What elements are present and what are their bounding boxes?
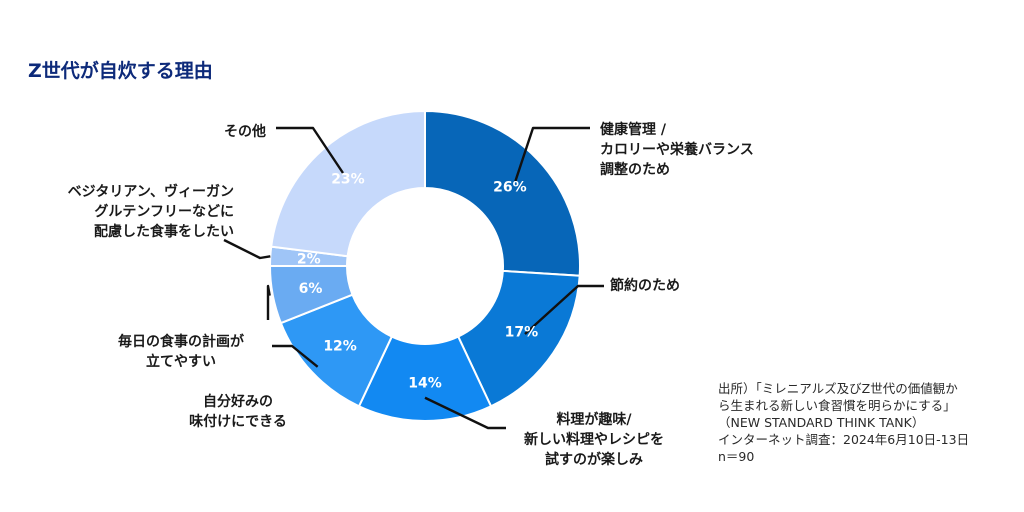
slice-label-line: 節約のため	[610, 278, 680, 294]
slice-label-line: 毎日の食事の計画が	[118, 334, 244, 350]
leader-line	[276, 126, 344, 174]
slice-label-line: 試すのが楽しみ	[545, 452, 643, 468]
slice-label-line: カロリーや栄養バランス	[600, 142, 754, 158]
slice-label-line: 新しい料理やレシピを	[524, 432, 664, 448]
slice-label-line: 味付けにできる	[189, 414, 287, 430]
leader-line	[514, 126, 590, 182]
slice-label-savings: 節約のため	[610, 276, 680, 296]
slice-value-label: 26%	[493, 179, 527, 195]
leader-line	[223, 238, 271, 260]
slice-label-line: 配慮した食事をしたい	[94, 224, 234, 240]
slice-value-label: 6%	[299, 281, 323, 297]
slice-label-line: その他	[224, 124, 266, 140]
slice-label-health: 健康管理 / カロリーや栄養バランス 調整のため	[600, 120, 754, 180]
slice-value-label: 17%	[505, 324, 539, 340]
leader-line	[424, 396, 506, 430]
slice-label-line: 自分好みの	[203, 394, 273, 410]
source-line: 出所）「ミレニアルズ及びZ世代の価値観か	[718, 381, 958, 396]
source-note: 出所）「ミレニアルズ及びZ世代の価値観か ら生まれる新しい食習慣を明らかにする」…	[718, 380, 969, 465]
chart-title: Z世代が自炊する理由	[28, 60, 213, 82]
slice-value-label: 12%	[323, 339, 357, 355]
slice-label-line: ベジタリアン、ヴィーガン	[67, 184, 234, 200]
slice-label-line: 料理が趣味/	[556, 412, 632, 428]
leader-line	[272, 344, 319, 368]
slice-value-label: 2%	[297, 252, 321, 268]
slice-label-meal-plan: 毎日の食事の計画が 立てやすい	[108, 332, 254, 372]
slice-label-taste: 自分好みの 味付けにできる	[178, 392, 298, 432]
slice-label-diet: ベジタリアン、ヴィーガン グルテンフリーなどに 配慮した食事をしたい	[14, 182, 234, 242]
leader-line	[266, 284, 271, 320]
source-line: インターネット調査：2024年6月10日-13日	[718, 432, 970, 447]
source-line: （NEW STANDARD THINK TANK）	[718, 415, 925, 430]
slice-value-label: 23%	[331, 172, 365, 188]
slice-label-hobby: 料理が趣味/ 新しい料理やレシピを 試すのが楽しみ	[514, 410, 674, 470]
slice-label-line: 健康管理 /	[600, 122, 666, 138]
slice-label-other: その他	[224, 122, 266, 142]
source-line: n＝90	[718, 449, 755, 464]
slice-other	[270, 109, 426, 258]
slice-value-label: 14%	[408, 376, 442, 392]
slice-label-line: 立てやすい	[146, 354, 216, 370]
slice-label-line: 調整のため	[600, 162, 670, 178]
slice-label-line: グルテンフリーなどに	[94, 204, 234, 220]
leader-line	[524, 284, 604, 335]
slice-health	[424, 109, 581, 277]
source-line: ら生まれる新しい食習慣を明らかにする」	[718, 398, 956, 413]
